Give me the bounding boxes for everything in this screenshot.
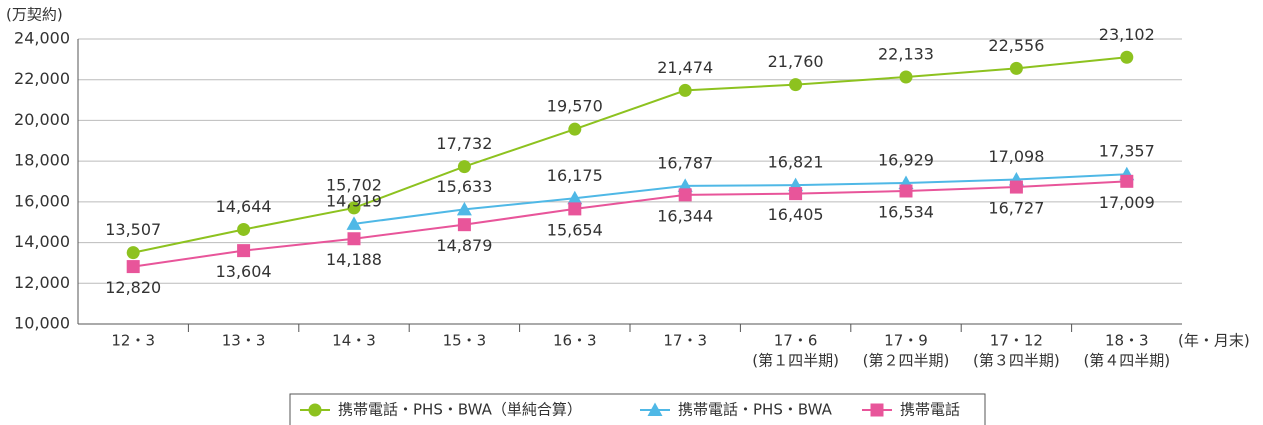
point (1009, 61, 1023, 75)
x-tick-sublabel: (第４四半期) (1083, 352, 1170, 370)
y-tick-label: 12,000 (14, 273, 70, 292)
y-tick-label: 18,000 (14, 151, 70, 170)
y-tick-label: 20,000 (14, 110, 70, 129)
x-axis-label: (年・月末) (1178, 332, 1250, 350)
data-label: 14,879 (436, 236, 492, 255)
point (568, 122, 582, 136)
point (457, 160, 471, 174)
data-label: 16,175 (547, 166, 603, 185)
data-label: 19,570 (547, 97, 603, 116)
legend-label: 携帯電話 (900, 401, 960, 419)
series-line (133, 180, 1127, 268)
data-label: 16,405 (768, 205, 824, 224)
series-line (132, 56, 1127, 254)
point (308, 403, 322, 417)
y-axis-label: (万契約) (6, 6, 63, 24)
y-tick-label: 24,000 (14, 29, 70, 48)
x-tick-label: 17・3 (663, 332, 707, 350)
data-label: 17,098 (988, 147, 1044, 166)
point (1120, 174, 1134, 188)
point (126, 246, 140, 260)
data-label: 13,507 (105, 220, 161, 239)
data-label: 22,556 (988, 36, 1044, 55)
legend-box (289, 393, 986, 425)
point (457, 218, 471, 232)
data-label: 14,919 (326, 191, 382, 210)
data-label: 22,133 (878, 45, 934, 64)
legend-label: 携帯電話・PHS・BWA（単純合算） (338, 401, 582, 419)
point (126, 260, 140, 274)
data-label: 12,820 (105, 278, 161, 297)
series-line (353, 173, 1127, 225)
point (567, 190, 583, 205)
data-label: 23,102 (1099, 25, 1155, 44)
x-tick-label: 17・12 (990, 332, 1043, 350)
point (647, 402, 663, 416)
data-label: 15,633 (436, 177, 492, 196)
data-label: 15,654 (547, 220, 603, 239)
x-tick-sublabel: (第１四半期) (752, 352, 839, 370)
data-label: 16,821 (768, 153, 824, 172)
x-tick-sublabel: (第３四半期) (973, 352, 1060, 370)
data-label: 14,644 (216, 197, 272, 216)
x-tick-sublabel: (第２四半期) (863, 352, 950, 370)
y-tick-label: 10,000 (14, 314, 70, 333)
point (678, 188, 692, 202)
data-label: 16,534 (878, 202, 934, 221)
x-tick-label: 15・3 (443, 332, 487, 350)
point (870, 403, 884, 417)
point (899, 70, 913, 84)
x-tick-label: 16・3 (553, 332, 597, 350)
point (347, 232, 361, 246)
x-tick-label: 17・6 (774, 332, 818, 350)
point (789, 78, 803, 92)
y-tick-label: 14,000 (14, 232, 70, 251)
x-tick-label: 13・3 (222, 332, 266, 350)
data-label: 16,929 (878, 150, 934, 169)
data-label: 17,732 (436, 134, 492, 153)
data-label: 13,604 (216, 262, 272, 281)
legend-label: 携帯電話・PHS・BWA (678, 401, 833, 419)
point (346, 216, 362, 230)
x-tick-label: 18・3 (1105, 332, 1149, 350)
point (237, 222, 251, 236)
point (568, 202, 582, 216)
data-label: 21,474 (657, 58, 713, 77)
data-label: 15,702 (326, 175, 382, 194)
point (347, 201, 361, 215)
x-tick-label: 14・3 (332, 332, 376, 350)
point (899, 184, 913, 198)
y-tick-label: 22,000 (14, 69, 70, 88)
x-tick-label: 17・9 (884, 332, 928, 350)
data-label: 21,760 (768, 52, 824, 71)
data-label: 16,344 (657, 206, 713, 225)
point (789, 187, 803, 201)
data-label: 16,787 (657, 153, 713, 172)
data-label: 14,188 (326, 250, 382, 269)
point (1009, 180, 1023, 194)
point (1120, 50, 1134, 64)
data-label: 17,009 (1099, 193, 1155, 212)
data-label: 17,357 (1099, 142, 1155, 161)
data-label: 16,727 (988, 199, 1044, 218)
point (237, 244, 251, 258)
point (678, 83, 692, 97)
point (456, 201, 472, 216)
y-tick-label: 16,000 (14, 191, 70, 210)
x-tick-label: 12・3 (111, 332, 155, 350)
